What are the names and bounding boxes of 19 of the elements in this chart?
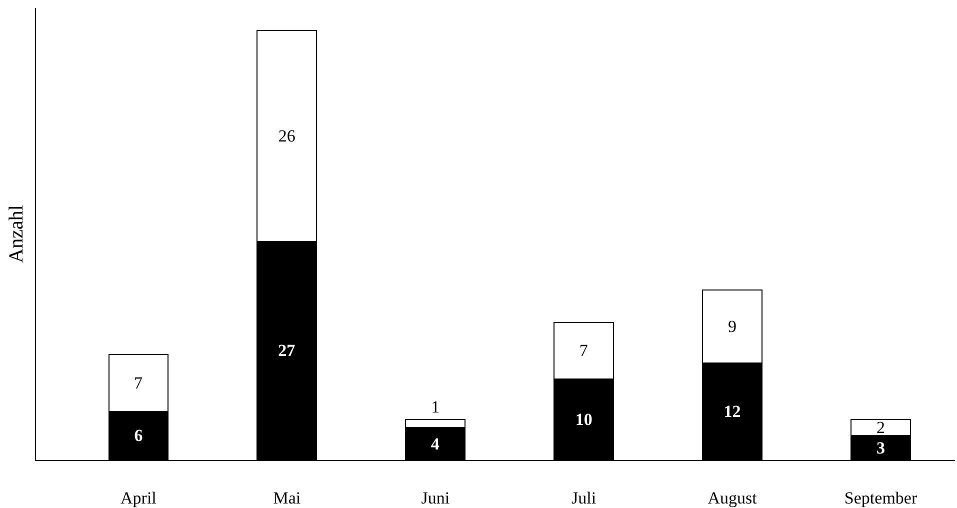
data-label: 4 [430,434,440,454]
data-label: 2 [876,418,886,438]
data-label: 27 [278,341,296,360]
y-axis-title: Anzahl [6,204,28,263]
data-label: 6 [134,426,143,446]
data-label: 7 [579,341,588,360]
x-tick-label: April [120,488,157,508]
data-label: 9 [728,316,737,336]
data-label: 1 [431,397,440,416]
x-tick-label: Juli [572,488,596,508]
data-label: 10 [575,410,592,429]
data-label: 3 [876,438,886,458]
data-label: 26 [278,126,296,146]
x-tick-label: August [708,488,758,508]
data-label: 7 [134,374,143,393]
x-tick-label: September [844,488,918,508]
x-tick-label: Juni [421,488,450,508]
data-label: 12 [724,402,741,421]
x-tick-label: Mai [273,488,301,508]
